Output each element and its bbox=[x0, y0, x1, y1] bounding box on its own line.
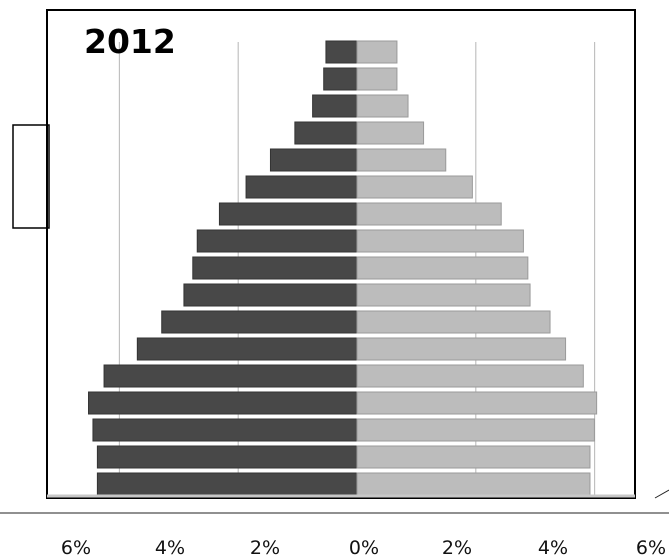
bar-left bbox=[183, 283, 358, 307]
x-axis-right-stub bbox=[654, 489, 669, 499]
x-tick-label: 0% bbox=[349, 537, 379, 557]
x-tick-label: 6% bbox=[61, 537, 91, 557]
bar-left bbox=[96, 445, 358, 469]
side-bracket bbox=[12, 124, 50, 229]
bar-left bbox=[323, 67, 358, 91]
bar-right bbox=[356, 175, 473, 199]
x-tick-label: 4% bbox=[155, 537, 185, 557]
bar-left bbox=[245, 175, 358, 199]
bar-right bbox=[356, 337, 567, 361]
bar-left bbox=[88, 391, 358, 415]
bar-left bbox=[192, 256, 358, 280]
bar-right bbox=[356, 256, 529, 280]
bar-right bbox=[356, 67, 398, 91]
bar-right bbox=[356, 472, 591, 496]
bar-left bbox=[294, 121, 358, 145]
bar-left bbox=[312, 94, 358, 118]
plot-frame bbox=[46, 9, 636, 499]
bar-right bbox=[356, 202, 502, 226]
bar-right bbox=[356, 364, 584, 388]
bar-right bbox=[356, 40, 398, 64]
x-tick-label: 6% bbox=[636, 537, 666, 557]
bar-right bbox=[356, 418, 595, 442]
x-tick-label: 2% bbox=[250, 537, 280, 557]
bar-left bbox=[196, 229, 358, 253]
bar-right bbox=[356, 121, 425, 145]
bar-left bbox=[92, 418, 358, 442]
bar-right bbox=[356, 148, 447, 172]
bar-left bbox=[136, 337, 358, 361]
bars bbox=[88, 40, 598, 496]
bar-right bbox=[356, 229, 524, 253]
bar-left bbox=[103, 364, 358, 388]
bar-right bbox=[356, 445, 591, 469]
bar-left bbox=[269, 148, 358, 172]
bar-left bbox=[96, 472, 358, 496]
x-tick-label: 2% bbox=[442, 537, 472, 557]
x-ticks: 6% 4% 2% 0% 2% 4% 6% bbox=[61, 537, 666, 557]
bar-right bbox=[356, 283, 531, 307]
bar-left bbox=[325, 40, 358, 64]
bar-left bbox=[161, 310, 358, 334]
x-tick-label: 4% bbox=[538, 537, 568, 557]
bar-right bbox=[356, 310, 551, 334]
bar-left bbox=[218, 202, 358, 226]
chart-title: 2012 bbox=[84, 22, 176, 61]
bar-right bbox=[356, 94, 409, 118]
bar-right bbox=[356, 391, 598, 415]
